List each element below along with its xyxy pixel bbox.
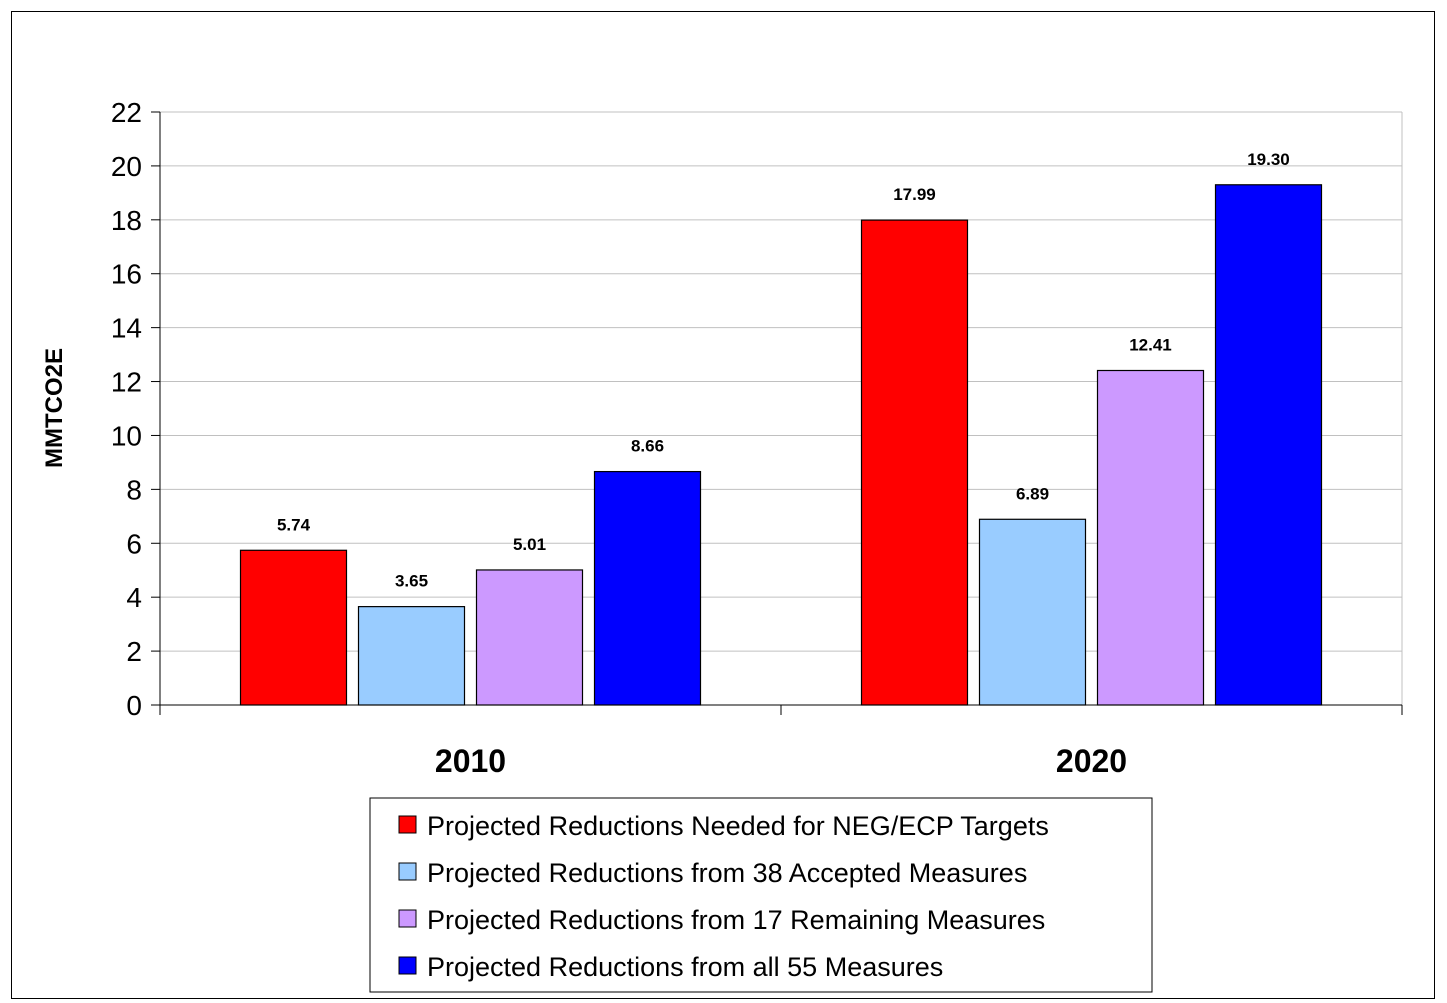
- y-tick-label: 18: [111, 205, 142, 236]
- y-tick-label: 16: [111, 259, 142, 290]
- y-tick-label: 0: [126, 690, 142, 721]
- data-label: 5.01: [513, 535, 546, 554]
- bar: [475, 569, 584, 706]
- axes: 0 2 4 6 8 10 12 14 16 18 20 22 2010 2020: [111, 97, 1403, 779]
- data-label: 6.89: [1016, 484, 1049, 503]
- bar: [860, 219, 969, 706]
- legend-swatch: [398, 815, 417, 834]
- data-label: 8.66: [631, 437, 664, 456]
- bar: [1096, 369, 1205, 706]
- bar: [593, 470, 702, 706]
- data-label: 12.41: [1129, 335, 1172, 354]
- bar: [357, 606, 466, 706]
- y-tick-label: 4: [126, 582, 142, 613]
- legend: Projected Reductions Needed for NEG/ECP …: [369, 797, 1153, 993]
- bar: [1214, 184, 1323, 706]
- legend-swatch: [398, 956, 417, 975]
- y-tick-label: 12: [111, 367, 142, 398]
- legend-swatch: [398, 862, 417, 881]
- data-label: 17.99: [893, 185, 936, 204]
- y-axis-title: MMTCO2E: [41, 348, 68, 468]
- x-category-label: 2020: [1056, 743, 1127, 779]
- data-label: 19.30: [1247, 150, 1290, 169]
- legend-label: Projected Reductions from 17 Remaining M…: [427, 905, 1045, 935]
- y-tick-label: 14: [111, 313, 142, 344]
- y-tick-label: 10: [111, 420, 142, 451]
- y-tick-label: 20: [111, 151, 142, 182]
- bars: [239, 184, 1323, 706]
- bar: [239, 549, 348, 706]
- y-tick-label: 2: [126, 636, 142, 667]
- legend-swatch: [398, 909, 417, 928]
- data-label: 3.65: [395, 572, 428, 591]
- legend-label: Projected Reductions Needed for NEG/ECP …: [427, 811, 1049, 841]
- x-category-label: 2010: [435, 743, 506, 779]
- legend-label: Projected Reductions from all 55 Measure…: [427, 952, 943, 982]
- y-tick-label: 6: [126, 528, 142, 559]
- data-labels: 5.74 3.65 5.01 8.66 17.99 6.89 12.41 19.30: [277, 150, 1290, 591]
- bar: [978, 518, 1087, 706]
- y-tick-label: 8: [126, 474, 142, 505]
- legend-label: Projected Reductions from 38 Accepted Me…: [427, 858, 1027, 888]
- legend-box: [369, 797, 1153, 993]
- data-label: 5.74: [277, 515, 311, 534]
- y-tick-label: 22: [111, 97, 142, 128]
